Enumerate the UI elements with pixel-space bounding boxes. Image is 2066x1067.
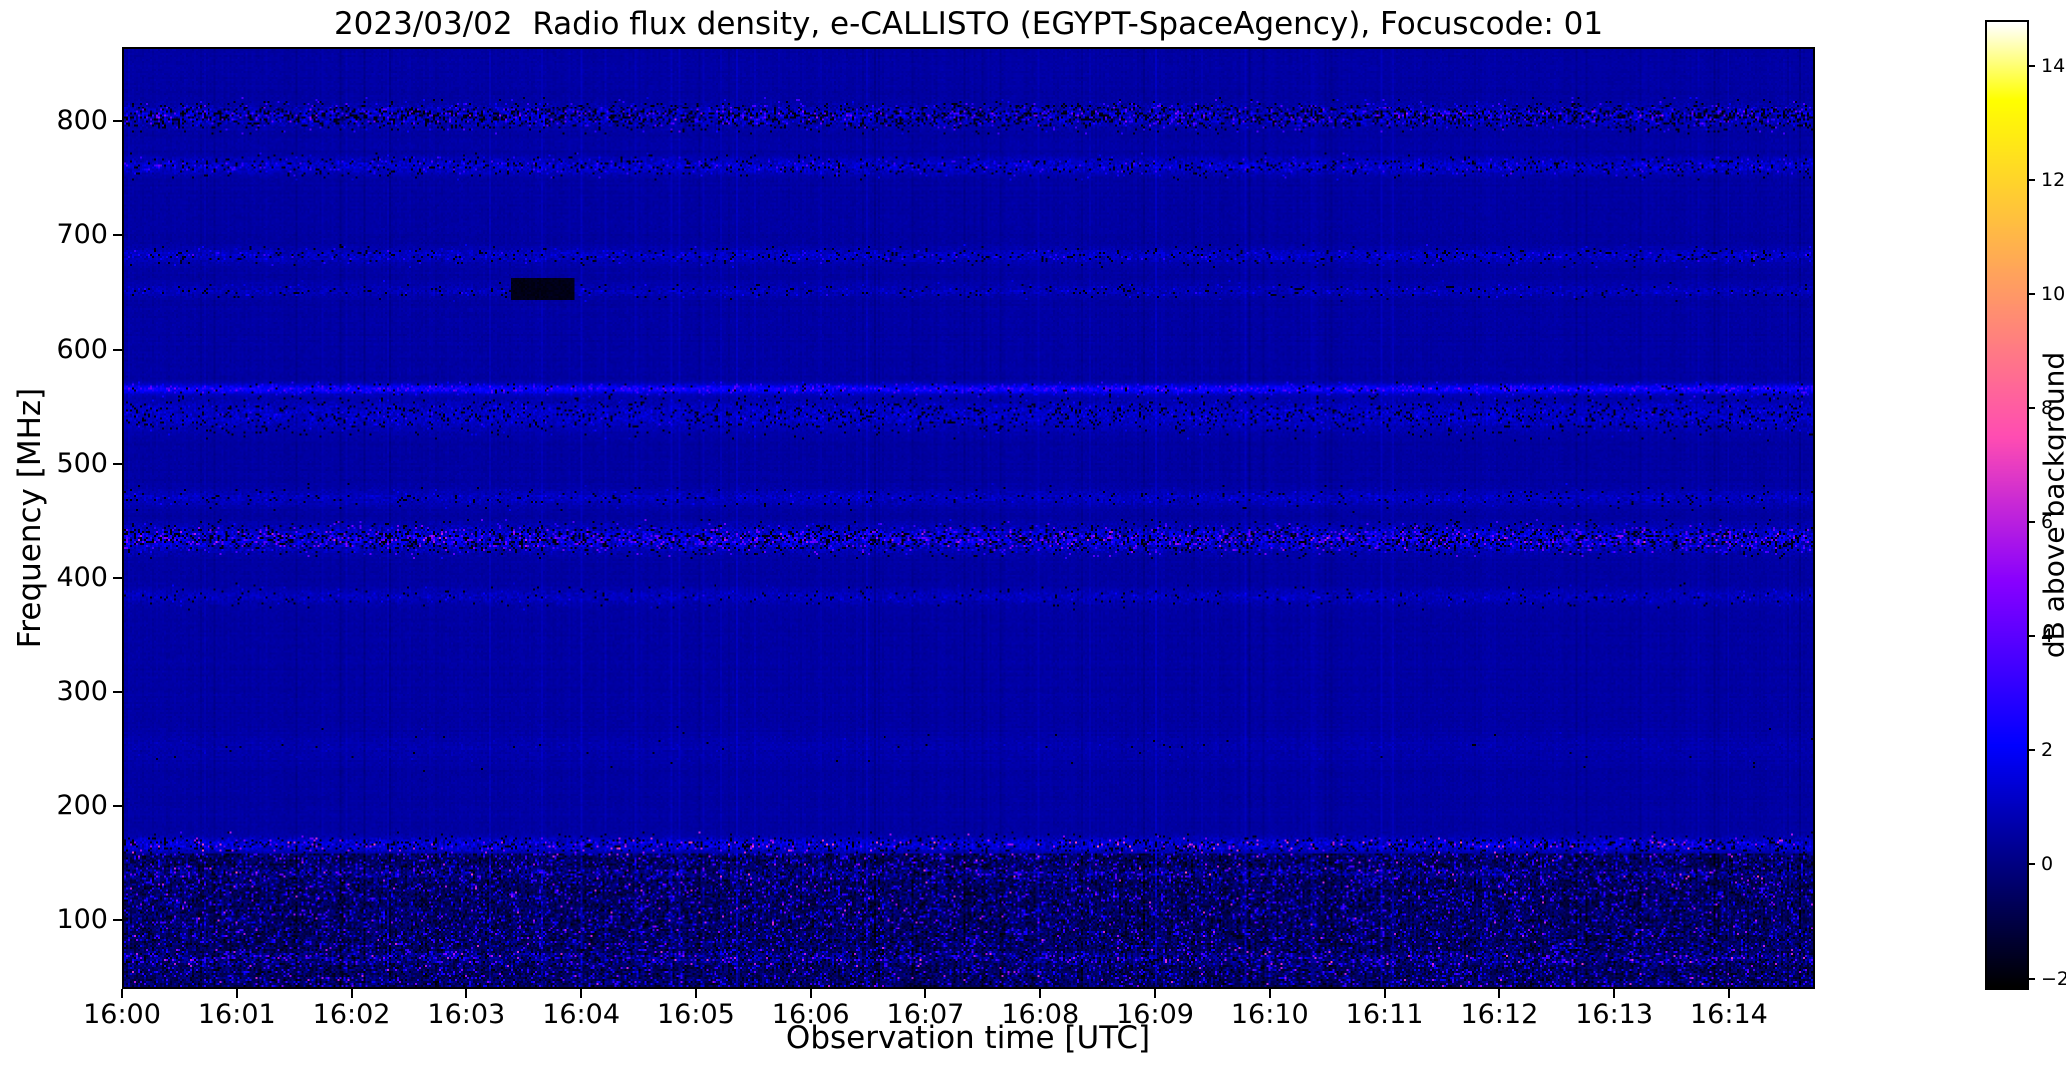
colorbar-tick-label: 14 (2041, 54, 2066, 77)
x-tick-label: 16:14 (1690, 999, 1768, 1030)
y-axis-label: Frequency [MHz] (12, 387, 48, 649)
colorbar-tick-mark (2029, 64, 2035, 67)
x-tick-mark (694, 989, 697, 998)
y-tick-label: 100 (56, 904, 108, 936)
colorbar-tick-mark (2029, 863, 2035, 866)
y-tick-mark (113, 234, 122, 237)
x-tick-mark (1613, 989, 1616, 998)
x-tick-label: 16:05 (656, 999, 735, 1030)
colorbar (1985, 20, 2029, 990)
x-tick-mark (235, 989, 238, 998)
x-tick-label: 16:06 (771, 999, 850, 1030)
x-tick-label: 16:03 (427, 999, 506, 1030)
colorbar-tick-mark (2029, 635, 2035, 638)
colorbar-tick-label: −2 (2041, 967, 2066, 990)
x-tick-mark (1268, 989, 1271, 998)
colorbar-tick-mark (2029, 292, 2035, 295)
colorbar-tick-mark (2029, 407, 2035, 409)
y-tick-mark (113, 919, 122, 922)
colorbar-tick-label: 8 (2041, 397, 2054, 419)
x-tick-mark (1498, 989, 1501, 998)
colorbar-tick-mark (2029, 521, 2035, 524)
x-tick-label: 16:02 (312, 999, 391, 1030)
x-tick-mark (580, 989, 583, 998)
x-tick-mark (465, 989, 468, 998)
x-axis-label: Observation time [UTC] (785, 1020, 1151, 1056)
colorbar-tick-label: 10 (2041, 282, 2066, 305)
colorbar-tick-label: 2 (2041, 739, 2054, 762)
y-tick-mark (113, 120, 122, 123)
y-tick-mark (113, 348, 122, 351)
x-tick-label: 16:07 (886, 999, 965, 1030)
x-tick-label: 16:01 (197, 999, 276, 1030)
plot-area (122, 47, 1815, 989)
x-tick-label: 16:11 (1345, 999, 1424, 1030)
x-tick-mark (121, 989, 123, 998)
colorbar-tick-mark (2029, 178, 2035, 181)
x-tick-label: 16:00 (83, 999, 161, 1030)
y-tick-mark (113, 576, 122, 579)
x-tick-mark (1154, 989, 1157, 998)
x-tick-label: 16:13 (1575, 999, 1654, 1030)
colorbar-gradient-canvas (1987, 22, 2027, 988)
chart-title: 2023/03/02 Radio flux density, e-CALLIST… (333, 6, 1604, 42)
colorbar-tick-mark (2029, 977, 2035, 980)
y-tick-label: 200 (56, 790, 108, 822)
spectrogram-canvas (124, 49, 1813, 987)
y-tick-mark (113, 805, 122, 808)
x-tick-label: 16:08 (1001, 999, 1080, 1030)
colorbar-tick-label: 4 (2041, 625, 2054, 648)
x-tick-label: 16:09 (1116, 999, 1194, 1030)
y-tick-label: 500 (56, 447, 108, 479)
x-tick-mark (809, 989, 812, 998)
colorbar-tick-label: 12 (2041, 168, 2066, 191)
y-tick-label: 400 (56, 561, 108, 593)
x-tick-mark (1727, 989, 1730, 998)
x-tick-mark (924, 989, 927, 998)
colorbar-tick-label: 6 (2041, 511, 2054, 534)
y-tick-label: 300 (56, 676, 108, 708)
y-tick-label: 800 (56, 105, 108, 137)
x-tick-label: 16:04 (542, 999, 621, 1030)
y-tick-label: 600 (56, 333, 108, 365)
x-tick-mark (1383, 989, 1386, 998)
y-tick-mark (113, 691, 122, 694)
x-tick-mark (350, 989, 353, 998)
x-tick-label: 16:12 (1460, 999, 1539, 1030)
x-tick-mark (1039, 989, 1042, 998)
y-tick-mark (113, 462, 122, 465)
y-tick-label: 700 (56, 219, 108, 251)
colorbar-tick-label: 0 (2041, 853, 2054, 876)
colorbar-tick-mark (2029, 749, 2035, 752)
x-tick-label: 16:10 (1230, 999, 1309, 1030)
